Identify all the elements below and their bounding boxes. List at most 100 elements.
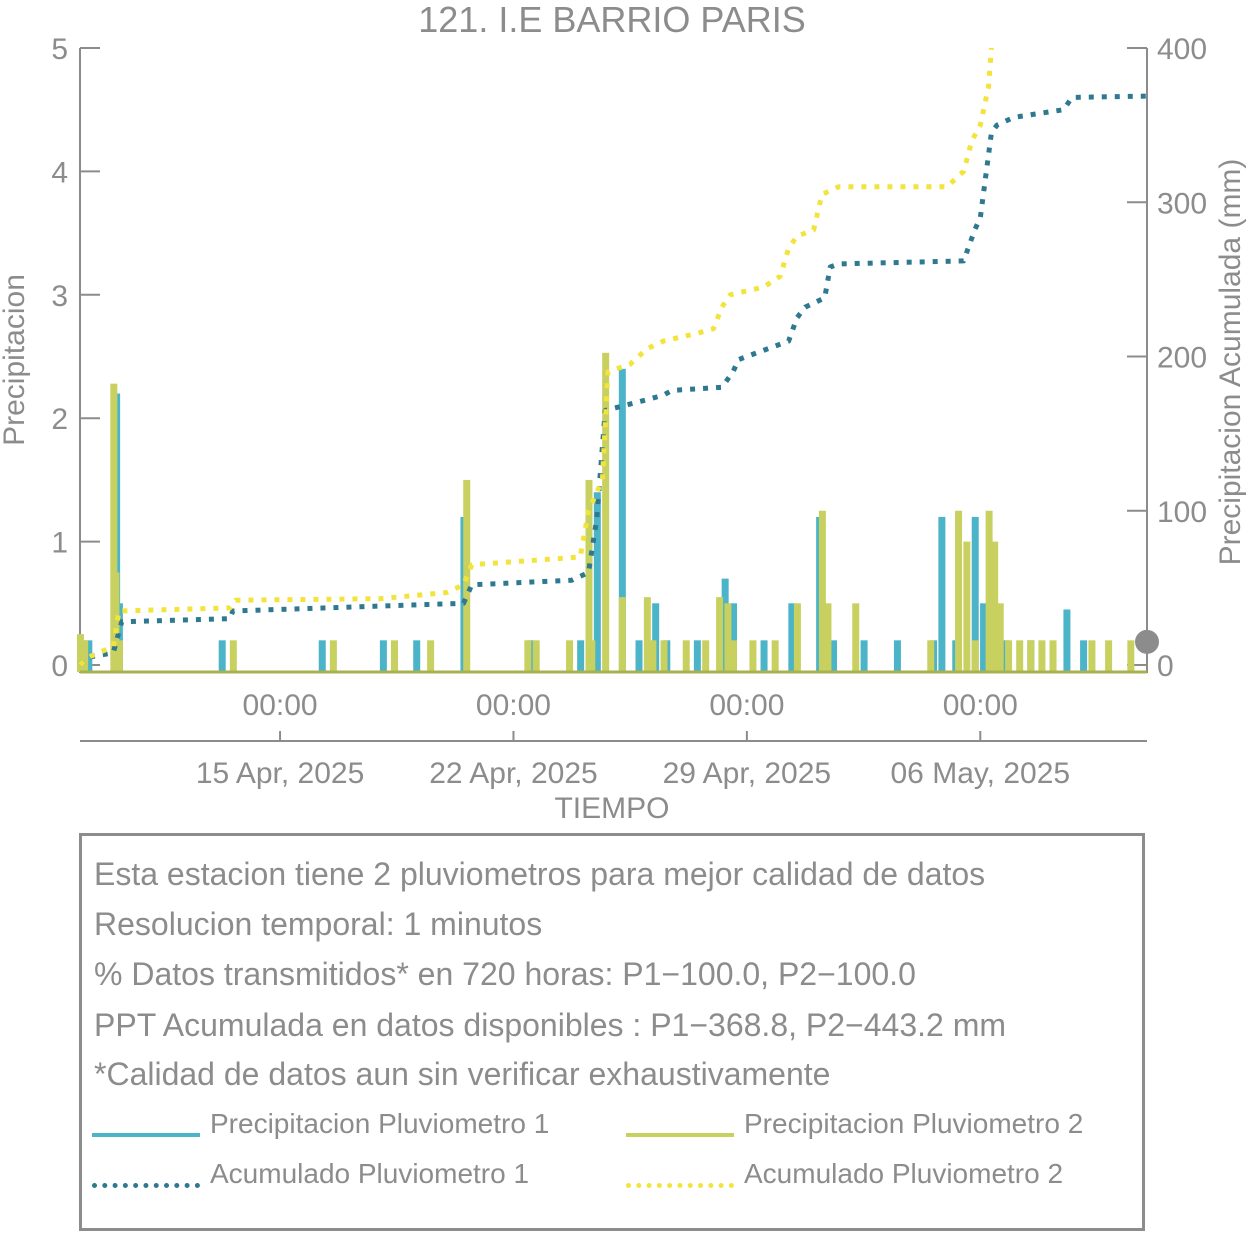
precip-bar-series-2 [955,510,963,672]
precip-bar-series-1 [85,640,93,672]
precip-bar-series-1 [971,516,979,672]
legend-swatch-acc1 [92,1183,200,1188]
precip-bar-series-2 [585,479,593,672]
precip-bar-series-2 [852,603,860,672]
precip-bar-series-2 [532,640,540,672]
precip-bar-series-2 [77,634,84,672]
precip-bar-series-2 [602,352,610,672]
chart-title: 121. I.E BARRIO PARIS [418,0,805,40]
legend-label-p1: Precipitacion Pluviometro 1 [210,1108,550,1139]
chart-canvas: 121. I.E BARRIO PARIS 0 1 2 3 4 5 0 100 200 300 4… [0,0,1247,825]
precip-bar-series-2 [771,640,779,672]
precip-bar-series-2 [793,603,801,672]
x-tick-date-label: 29 Apr, 2025 [663,757,832,790]
precip-bar-series-2 [566,640,574,672]
precip-bar-series-2 [971,640,979,672]
precip-bar-series-1 [593,492,601,672]
x-tick-time-label: 00:00 [243,689,318,722]
x-tick-time-label: 00:00 [709,689,784,722]
precip-bar-series-1 [760,640,768,672]
precip-bar-series-2 [463,479,471,672]
precip-bar-series-2 [329,640,337,672]
precip-bar-series-1 [1080,640,1088,672]
precip-bar-series-1 [980,603,988,672]
x-ticks: 00:00 15 Apr, 2025 00:00 22 Apr, 2025 00:00 2… [196,689,1070,790]
legend-label-acc2: Acumulado Pluviometro 2 [744,1158,1064,1189]
precip-bar-series-2 [110,383,118,672]
x-tick-time-label: 00:00 [943,689,1018,722]
y2-tick-label: 400 [1157,33,1207,66]
info-line-quality-note: *Calidad de datos aun sin verificar exha… [94,1056,831,1092]
legend-label-p2: Precipitacion Pluviometro 2 [744,1108,1084,1139]
precip-bar-series-1 [788,603,796,672]
precip-bar-series-1 [729,603,737,672]
x-tick-date-label: 15 Apr, 2025 [196,757,365,790]
precip-bar-series-2 [588,640,596,672]
precip-bar-series-2 [702,640,710,672]
y2-ticks: 0 100 200 300 400 [1127,33,1207,683]
line-series [78,47,1148,667]
precip-bar-series-2 [1127,640,1135,672]
info-line-transmitted: % Datos transmitidos* en 720 horas: P1−1… [94,956,916,992]
y-tick-label: 3 [51,280,68,313]
precip-bar-series-2 [1016,640,1024,672]
legend-swatch-p1 [92,1133,200,1137]
precip-bar-series-1 [618,368,626,672]
x-tick-time-label: 00:00 [476,689,551,722]
precip-bar-series-2 [618,597,626,672]
bar-series [77,352,1135,672]
precip-bar-series-2 [1049,640,1057,672]
x-tick-date-label: 06 May, 2025 [891,757,1071,790]
legend-swatch-acc2 [626,1183,734,1188]
precip-bar-series-2 [524,640,532,672]
precip-bar-series-1 [860,640,868,672]
info-line-resolution: Resolucion temporal: 1 minutos [94,906,543,942]
precip-bar-series-2 [724,603,732,672]
y-ticks: 0 1 2 3 4 5 [51,33,100,683]
precip-bar-series-1 [693,640,701,672]
precip-bar-series-2 [427,640,435,672]
y-tick-label: 4 [51,156,68,189]
precip-bar-series-1 [577,640,585,672]
precip-bar-series-2 [963,541,971,672]
precip-bar-series-2 [1005,640,1013,672]
precip-bar-series-2 [229,640,237,672]
end-marker [1135,629,1159,654]
precip-bar-series-2 [749,640,757,672]
precip-bar-series-2 [649,640,657,672]
y-axis-label: Precipitacion [0,274,31,446]
precip-bar-series-1 [1063,609,1071,672]
precip-bar-series-2 [1038,640,1046,672]
precip-bar-series-2 [115,640,123,672]
precip-bar-series-2 [729,640,737,672]
precip-bar-series-2 [1088,640,1096,672]
info-line-accumulated: PPT Acumulada en datos disponibles : P1−… [94,1007,1006,1043]
precip-bar-series-1 [893,640,901,672]
y-tick-label: 1 [51,527,68,560]
precip-bar-series-2 [682,640,690,672]
precip-bar-series-2 [996,603,1004,672]
precip-bar-series-1 [379,640,387,672]
precip-bar-series-2 [991,541,999,672]
legend-swatch-p2 [626,1133,734,1137]
precip-bar-series-1 [830,640,838,672]
y2-tick-label: 100 [1157,496,1207,529]
y-tick-label: 2 [51,403,68,436]
precip-bar-series-2 [985,510,993,672]
legend-label-acc1: Acumulado Pluviometro 1 [210,1158,530,1189]
x-axis-label: TIEMPO [554,792,669,825]
y2-tick-label: 200 [1157,342,1207,375]
precip-bar-series-2 [1105,640,1113,672]
precip-bar-series-2 [390,640,398,672]
precip-bar-series-2 [716,597,724,672]
precip-bar-series-2 [112,572,120,672]
precip-bar-series-1 [635,640,643,672]
x-tick-date-label: 22 Apr, 2025 [429,757,598,790]
precip-bar-series-1 [218,640,226,672]
accumulated-line-series-3 [78,93,1148,667]
accumulated-line-series-4 [78,47,994,667]
precip-bar-series-2 [927,640,935,672]
precip-bar-series-1 [938,516,946,672]
y-tick-label: 0 [51,650,68,683]
